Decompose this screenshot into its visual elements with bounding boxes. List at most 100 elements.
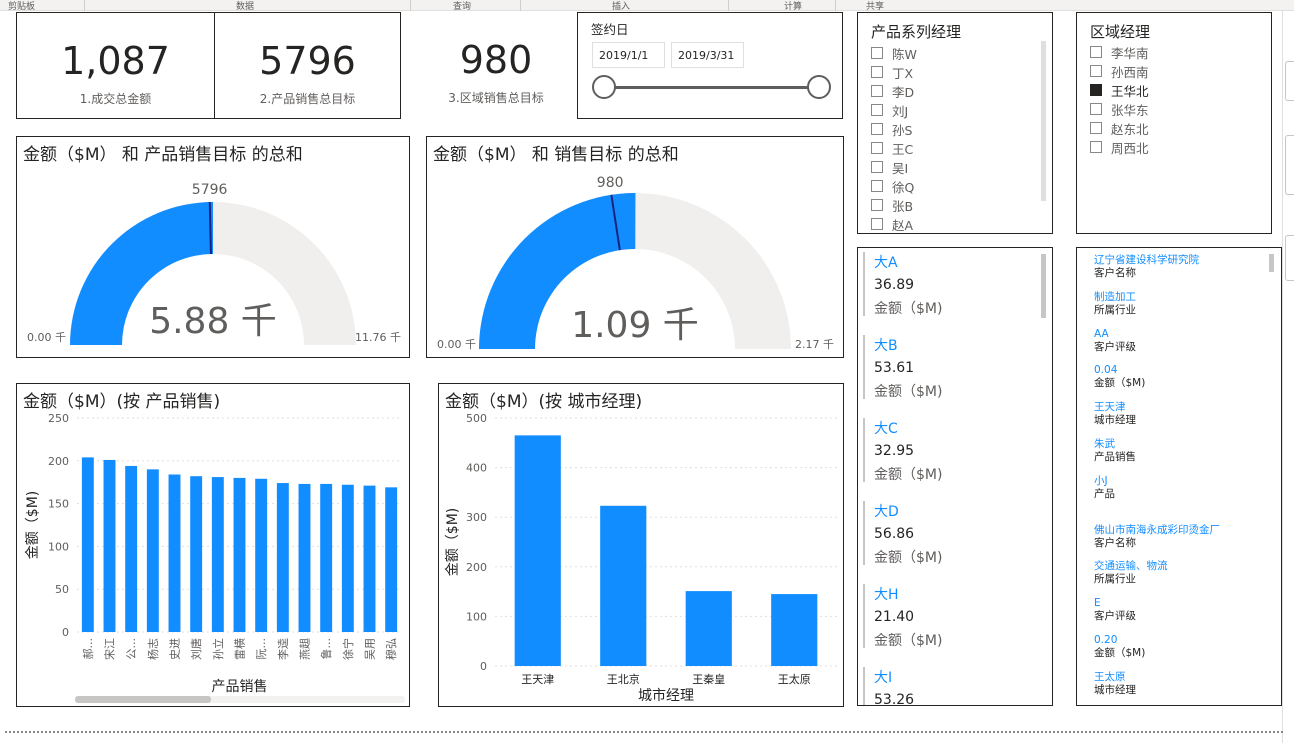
slicer-option[interactable]: 孙西南	[1090, 62, 1149, 80]
horizontal-scrollbar[interactable]	[75, 696, 405, 703]
slicer-option[interactable]: 张华东	[1090, 100, 1149, 118]
end-date-handle[interactable]	[807, 75, 831, 99]
row-value: 36.89	[874, 277, 915, 293]
y-tick-label: 0	[480, 660, 487, 673]
detail-card[interactable]: 辽宁省建设科学研究院 客户名称 制造加工 所属行业 AA 客户评级 0.04 金额（$M) 王天…	[1076, 247, 1282, 706]
slicer-option[interactable]: 张B	[871, 196, 913, 214]
checkbox[interactable]	[871, 199, 883, 211]
field-value[interactable]: AA	[1094, 327, 1109, 340]
y-tick-label: 200	[466, 561, 487, 574]
checkbox[interactable]	[871, 180, 883, 192]
slicer-option[interactable]: 周西北	[1090, 138, 1149, 156]
multi-row-card[interactable]: 大A 36.89 金额（$M) 大B 53.61 金额（$M) 大C 32.95 金额（$M) 大…	[857, 247, 1053, 706]
card-scrollbar[interactable]	[1269, 254, 1274, 272]
multi-row-card-row[interactable]: 大B 53.61 金额（$M)	[863, 331, 1033, 411]
gauge-product-target[interactable]: 金额（$M） 和 产品销售目标 的总和 5796 5.88 千 0.00 千 11.7…	[16, 136, 410, 358]
bar-chart-by-product-sales[interactable]: 金额（$M）(按 产品销售) 0 50 100 150 200 250 郝... 宋江 公...…	[16, 383, 410, 707]
slicer-title: 区域经理	[1090, 23, 1151, 41]
slicer-option[interactable]: 刘J	[871, 101, 908, 119]
x-tick-label: 阮...	[255, 638, 268, 660]
field-value[interactable]: 辽宁省建设科学研究院	[1094, 254, 1199, 266]
end-date-input[interactable]: 2019/3/31	[671, 42, 744, 68]
product-manager-slicer[interactable]: 产品系列经理 陈W 丁X 李D 刘J 孙S 王C 吴I 徐Q 张B 赵A	[857, 12, 1053, 234]
checkbox[interactable]	[871, 85, 883, 97]
region-manager-slicer[interactable]: 区域经理 李华南 孙西南 王华北 张华东 赵东北 周西北	[1076, 12, 1272, 234]
ribbon-group-share: 共享	[866, 2, 885, 12]
slicer-option[interactable]: 徐Q	[871, 177, 914, 195]
field-value[interactable]: 小J	[1094, 474, 1108, 487]
checkbox[interactable]	[871, 218, 883, 230]
pane-control[interactable]	[1285, 235, 1294, 281]
bar	[211, 477, 224, 632]
checkbox[interactable]	[1090, 122, 1102, 134]
y-tick-label: 100	[466, 610, 487, 623]
pane-control[interactable]	[1285, 135, 1294, 195]
ribbon-group-clipboard: 剪贴板	[8, 2, 36, 12]
ribbon-group-queries: 查询	[453, 2, 472, 12]
checkbox[interactable]	[1090, 103, 1102, 115]
field-value[interactable]: 0.04	[1094, 364, 1118, 377]
slicer-scrollbar[interactable]	[1041, 41, 1046, 201]
right-pane-edge	[1282, 11, 1294, 743]
slicer-option[interactable]: 赵东北	[1090, 119, 1149, 137]
gauge-max-label: 2.17 千	[795, 338, 834, 351]
checkbox[interactable]	[871, 66, 883, 78]
field-value[interactable]: E	[1094, 597, 1101, 610]
field-value[interactable]: 0.20	[1094, 634, 1118, 646]
slicer-option-label: 李华南	[1111, 45, 1149, 61]
chart-title: 金额（$M）(按 城市经理)	[445, 392, 643, 412]
slicer-option[interactable]: 李华南	[1090, 43, 1149, 61]
chart-title: 金额（$M） 和 销售目标 的总和	[433, 145, 679, 165]
x-tick-label: 鲁...	[319, 638, 333, 660]
gauge-sales-target[interactable]: 金额（$M） 和 销售目标 的总和 980 1.09 千 0.00 千 2.17 千	[426, 136, 844, 358]
checkbox[interactable]	[871, 142, 883, 154]
slicer-option[interactable]: 李D	[871, 82, 914, 100]
ribbon-separator	[84, 0, 85, 11]
field-label: 客户评级	[1094, 340, 1136, 353]
checkbox[interactable]	[871, 104, 883, 116]
row-title: 大I	[874, 670, 893, 686]
slicer-option[interactable]: 孙S	[871, 120, 912, 138]
multi-row-card-row[interactable]: 大D 56.86 金额（$M)	[863, 497, 1033, 577]
field-value[interactable]: 制造加工	[1094, 290, 1136, 303]
kpi-card-product-target[interactable]: 5796 2.产品销售总目标	[214, 12, 401, 119]
date-slicer[interactable]: 签约日 2019/1/1 2019/3/31	[577, 12, 843, 119]
row-accent-bar	[863, 501, 865, 565]
row-label: 金额（$M)	[874, 301, 943, 317]
kpi-card-region-target[interactable]: 980 3.区域销售总目标	[400, 12, 592, 119]
pane-control[interactable]	[1285, 61, 1294, 101]
field-value[interactable]: 王太原	[1094, 670, 1126, 683]
multi-row-card-row[interactable]: 大A 36.89 金额（$M)	[863, 248, 1033, 328]
slicer-option[interactable]: 吴I	[871, 158, 908, 176]
checkbox[interactable]	[1090, 141, 1102, 153]
slicer-option-label: 孙S	[892, 122, 913, 138]
field-value[interactable]: 王天津	[1094, 401, 1126, 414]
ribbon-separator	[835, 0, 836, 11]
start-date-handle[interactable]	[592, 75, 616, 99]
checkbox[interactable]	[871, 161, 883, 173]
multi-row-card-row[interactable]: 大H 21.40 金额（$M)	[863, 580, 1033, 660]
checkbox[interactable]	[1090, 65, 1102, 77]
slicer-option[interactable]: 王C	[871, 139, 913, 157]
kpi-card-total-amount[interactable]: 1,087 1.成交总金额	[16, 12, 215, 119]
checkbox[interactable]	[1090, 84, 1102, 96]
slicer-option[interactable]: 赵A	[871, 215, 913, 233]
field-value[interactable]: 交通运输、物流	[1094, 560, 1168, 573]
card-scrollbar[interactable]	[1041, 254, 1046, 318]
field-value[interactable]: 佛山市南海永成彩印烫金厂	[1094, 523, 1220, 536]
checkbox[interactable]	[871, 123, 883, 135]
field-label: 客户名称	[1094, 536, 1136, 549]
field-value[interactable]: 朱武	[1094, 438, 1115, 450]
multi-row-card-row[interactable]: 大C 32.95 金额（$M)	[863, 414, 1033, 494]
field-label: 产品	[1094, 487, 1115, 500]
checkbox[interactable]	[871, 47, 883, 59]
slicer-option[interactable]: 陈W	[871, 44, 917, 62]
slicer-option[interactable]: 丁X	[871, 63, 913, 81]
checkbox[interactable]	[1090, 46, 1102, 58]
start-date-input[interactable]: 2019/1/1	[592, 42, 665, 68]
scrollbar-thumb[interactable]	[75, 696, 211, 703]
x-tick-label: 郝...	[81, 638, 95, 660]
slicer-option[interactable]: 王华北	[1090, 81, 1149, 99]
bar-chart-by-city-manager[interactable]: 金额（$M）(按 城市经理) 0 100 200 300 400 500 王天津 王北京 王秦皇…	[438, 383, 844, 707]
